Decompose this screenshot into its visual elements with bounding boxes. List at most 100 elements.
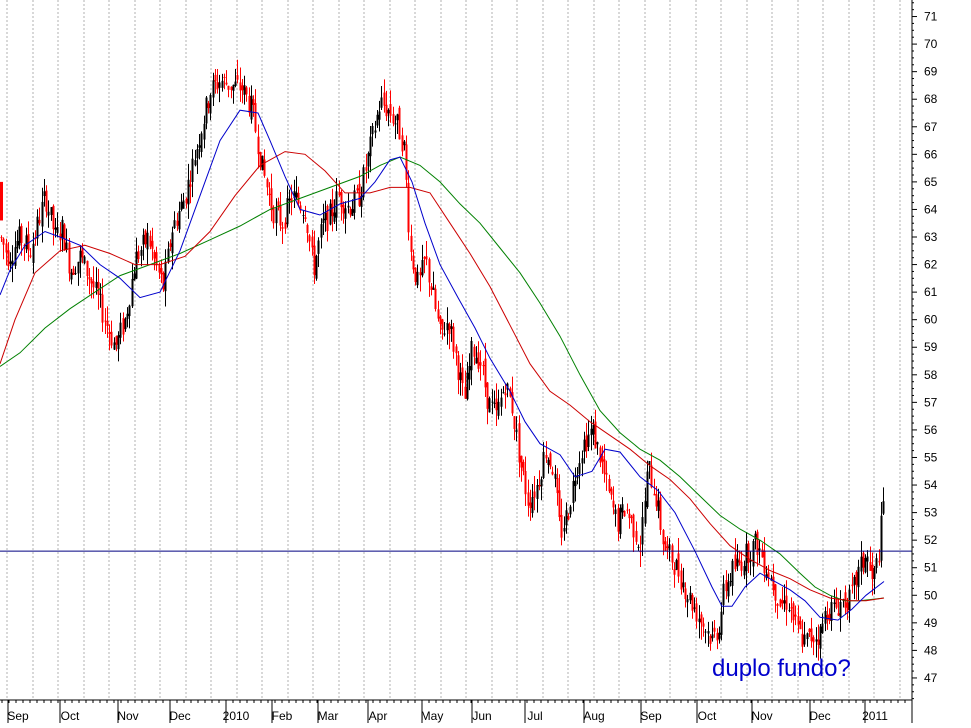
candle-body — [52, 205, 55, 230]
candle-body — [313, 245, 316, 276]
candle-body — [592, 424, 595, 435]
candle-body — [288, 198, 291, 201]
candle-body — [326, 205, 329, 232]
candle-body — [430, 286, 433, 290]
candle-body — [205, 97, 208, 124]
candle-body — [441, 319, 444, 330]
candle-body — [657, 500, 660, 511]
candle-body — [497, 401, 500, 416]
candle-body — [263, 159, 266, 176]
candle-body — [596, 442, 599, 445]
candle-body — [396, 114, 399, 121]
candle-body — [707, 631, 710, 634]
x-tick-label: Mar — [318, 709, 339, 723]
candle-body — [419, 272, 422, 276]
candle-body — [333, 212, 336, 222]
candle-body — [86, 260, 89, 277]
candle-body — [153, 251, 156, 259]
candle-body — [83, 256, 86, 264]
candle-body — [358, 183, 361, 206]
candle-body — [538, 485, 541, 487]
moving-averages — [0, 109, 885, 621]
candle-body — [767, 572, 770, 579]
candle-body — [225, 82, 228, 85]
y-tick-label: 49 — [924, 616, 938, 630]
candle-body — [610, 488, 613, 495]
candle-body — [747, 543, 750, 563]
candle-body — [43, 191, 46, 197]
candle-body — [272, 207, 275, 224]
candle-body — [866, 556, 869, 562]
candle-body — [648, 461, 651, 466]
candle-body — [722, 583, 725, 605]
candle-body — [680, 570, 683, 590]
candle-body — [776, 603, 779, 606]
candle-body — [556, 477, 559, 494]
x-tick-label: Feb — [272, 709, 293, 723]
candle-body — [36, 216, 39, 239]
candle-body — [626, 509, 629, 511]
candle-body — [794, 614, 797, 617]
candle-body — [216, 81, 219, 90]
y-tick-label: 52 — [924, 533, 938, 547]
candle-body — [412, 255, 415, 270]
candle-body — [493, 402, 496, 404]
candle-body — [351, 209, 354, 216]
candle-body — [686, 599, 689, 603]
y-tick-label: 65 — [924, 175, 938, 189]
candle-body — [500, 397, 503, 407]
candle-body — [695, 603, 698, 622]
candle-body — [72, 268, 75, 275]
candle-body — [691, 595, 694, 611]
candle-body — [279, 205, 282, 226]
candle-body — [792, 603, 795, 621]
candle-body — [531, 497, 534, 514]
candle-body — [515, 429, 518, 433]
candle-body — [117, 335, 120, 350]
candle-body — [227, 85, 230, 90]
left-edge-marker — [0, 181, 3, 221]
candle-body — [587, 434, 590, 447]
candlesticks — [0, 59, 885, 661]
candle-body — [88, 276, 91, 280]
candle-body — [178, 211, 181, 230]
candle-body — [763, 550, 766, 574]
candle-body — [612, 500, 615, 508]
y-tick-label: 64 — [924, 202, 938, 216]
x-tick-label: Nov — [751, 709, 772, 723]
candle-body — [356, 188, 359, 191]
candle-body — [752, 541, 755, 567]
y-tick-label: 55 — [924, 450, 938, 464]
candle-body — [475, 357, 478, 364]
candle-body — [140, 249, 143, 256]
candle-body — [200, 133, 203, 152]
candle-body — [68, 242, 71, 274]
candle-body — [297, 192, 300, 204]
y-tick-label: 58 — [924, 368, 938, 382]
candle-body — [79, 250, 82, 263]
candle-body — [446, 322, 449, 331]
candle-body — [180, 201, 183, 210]
x-tick-label: Dec — [169, 709, 190, 723]
candle-body — [437, 309, 440, 319]
candle-body — [821, 623, 824, 633]
candle-body — [317, 240, 320, 254]
candle-body — [675, 560, 678, 570]
candle-body — [542, 451, 545, 478]
candle-body — [185, 198, 188, 204]
candle-body — [731, 560, 734, 586]
candle-body — [164, 261, 167, 292]
candle-body — [455, 346, 458, 354]
candle-body — [77, 261, 80, 274]
candle-body — [128, 305, 131, 317]
x-tick-label: 2010 — [223, 709, 250, 723]
candle-body — [457, 355, 460, 380]
candle-body — [797, 616, 800, 625]
candle-body — [716, 632, 719, 641]
candle-body — [394, 123, 397, 125]
candle-body — [187, 179, 190, 205]
candle-body — [74, 273, 77, 275]
candle-body — [788, 610, 791, 612]
candle-body — [124, 318, 127, 330]
x-tick-label: Jun — [472, 709, 491, 723]
